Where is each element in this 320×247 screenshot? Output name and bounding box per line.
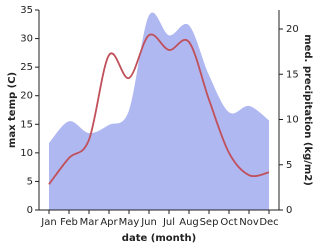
y-tick-label: 5 [27,176,33,187]
y-tick-label: 35 [20,5,33,16]
y2-tick-label: 5 [286,160,292,171]
y-tick-label: 20 [20,91,33,102]
x-tick-label: Jun [140,217,157,228]
x-tick-label: Oct [220,217,237,228]
y2-tick-label: 15 [286,69,299,80]
x-axis-label: date (month) [122,233,196,244]
y-tick-label: 25 [20,62,33,73]
x-tick-label: May [119,217,140,228]
y2-tick-label: 10 [286,115,299,126]
x-tick-label: Dec [259,217,278,228]
x-tick-label: Apr [100,217,118,228]
y-tick-label: 10 [20,148,33,159]
x-tick-label: Mar [80,217,100,228]
x-tick-label: Nov [239,217,259,228]
x-tick-label: Aug [179,217,199,228]
y-tick-label: 0 [27,205,33,216]
y-axis-label: max temp (C) [7,72,18,148]
y-tick-label: 15 [20,119,33,130]
y2-tick-label: 0 [286,205,292,216]
x-tick-label: Jul [162,217,175,228]
y2-tick-label: 20 [286,24,299,35]
y2-axis-label: med. precipitation (kg/m2) [302,34,313,186]
y-tick-label: 30 [20,34,33,45]
x-tick-label: Feb [60,217,78,228]
x-tick-label: Jan [40,217,56,228]
temp-line [48,33,270,185]
precipitation-area [49,12,269,211]
x-tick-label: Sep [200,217,219,228]
